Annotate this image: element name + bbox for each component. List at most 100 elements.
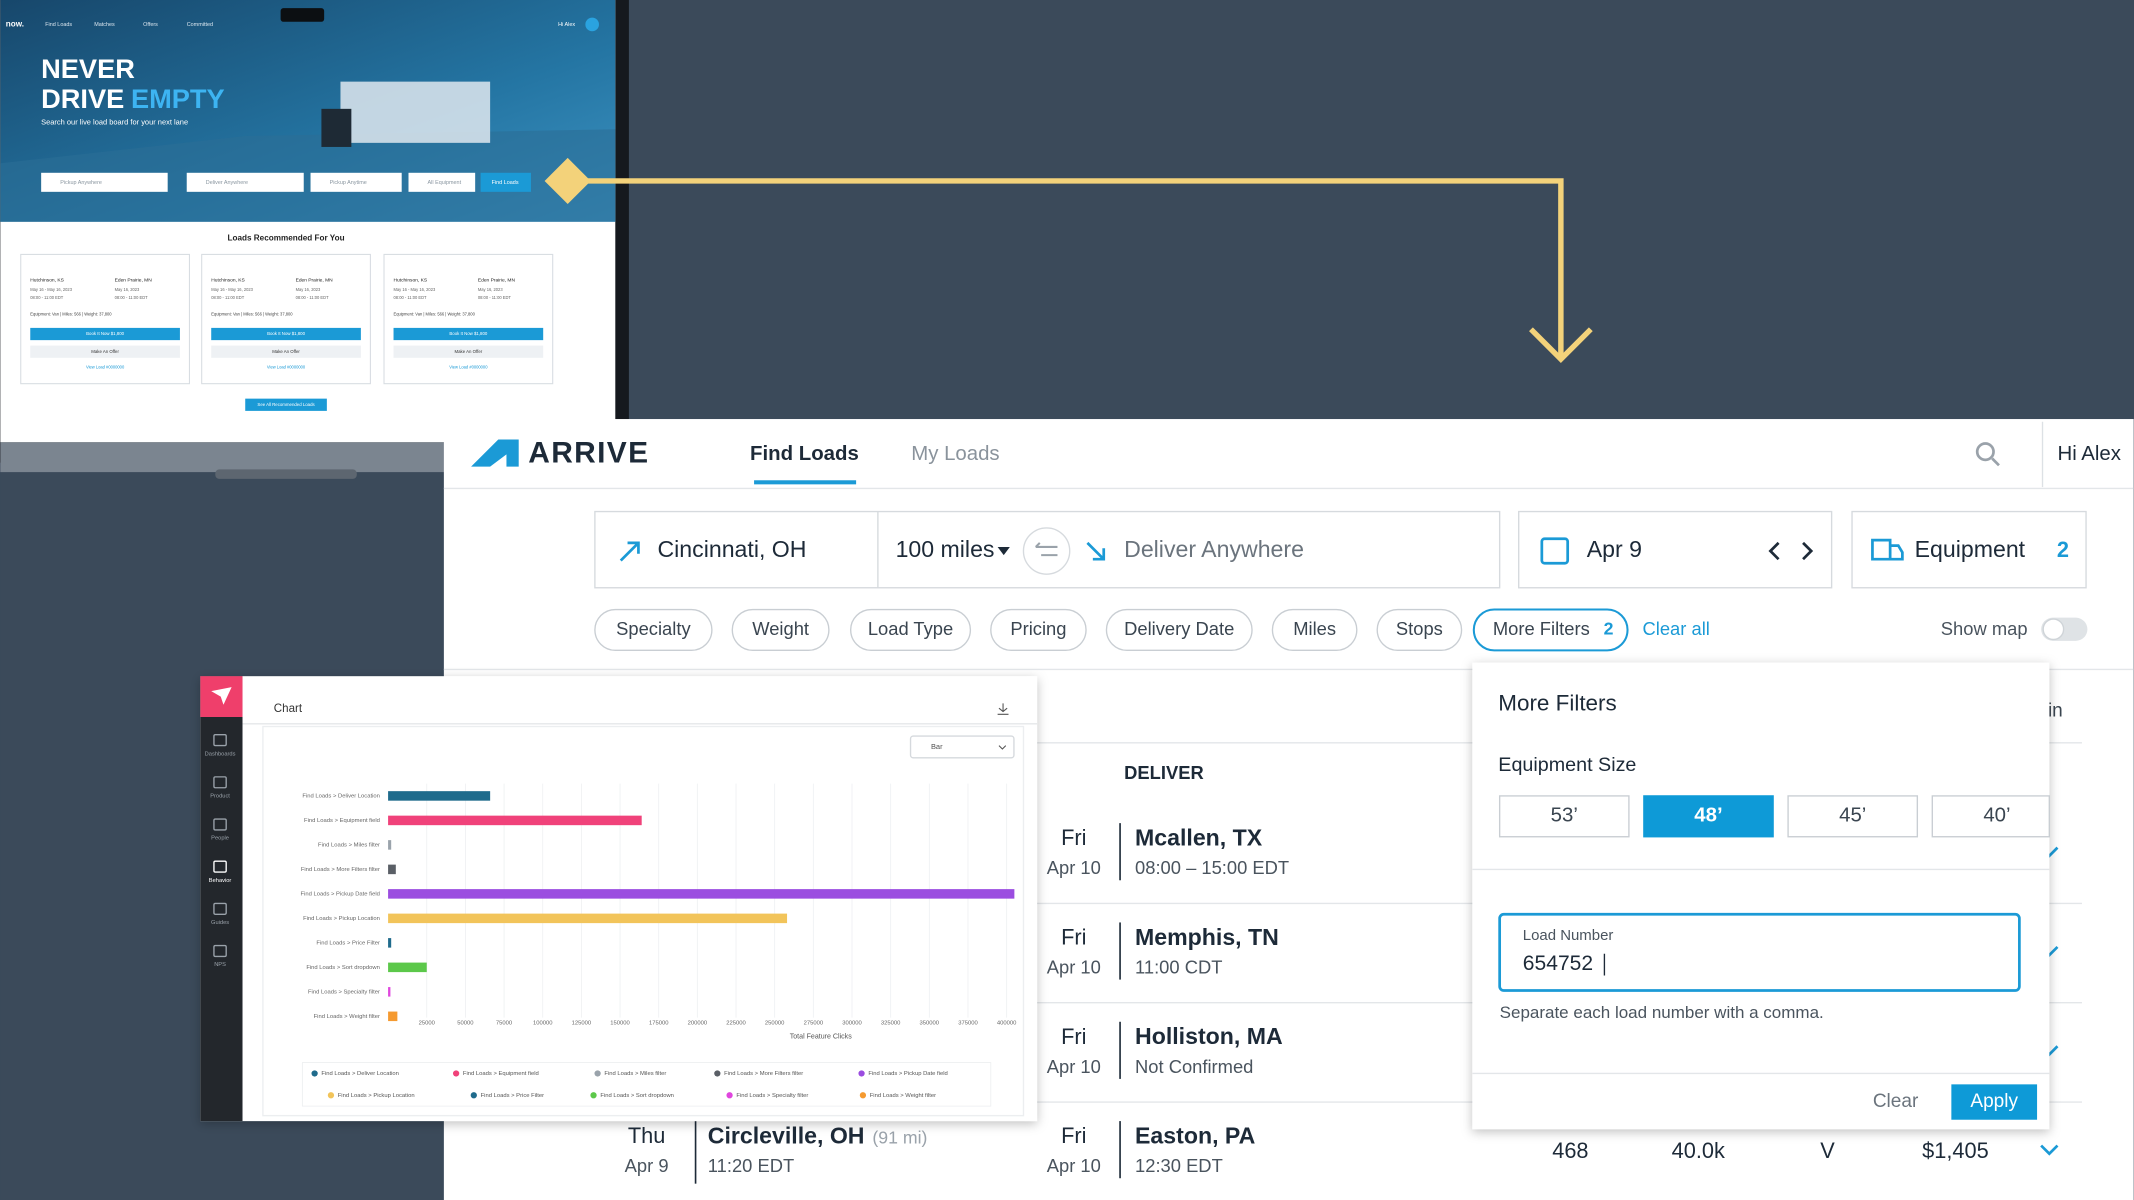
card-details: Equipment: Van | Miles: 566 | Weight: 37… (30, 311, 112, 316)
bar (388, 1011, 398, 1022)
offer-button-text: Make An Offer (272, 349, 300, 354)
search-button[interactable] (480, 172, 531, 192)
card-link: View Load #0000000 (86, 364, 125, 369)
deliver-day: Fri (1061, 925, 1086, 950)
x-axis-title: Total Feature Clicks (790, 1034, 852, 1041)
y-tick-label: Find Loads > Specialty filter (308, 989, 380, 995)
y-tick-label: Find Loads > Price Filter (316, 940, 380, 946)
offer-button[interactable] (30, 345, 180, 358)
filter-pill[interactable] (1105, 608, 1253, 652)
deliver-city: Holliston, MA (1135, 1023, 1283, 1049)
card-dates: May 16 - May 16, 2023 (394, 287, 436, 292)
load-number-input[interactable] (1498, 912, 2021, 992)
filter-pill[interactable] (1271, 608, 1358, 652)
truck-icon (1871, 538, 1904, 561)
panel-title: Chart (274, 703, 303, 715)
legend-swatch (452, 1070, 460, 1077)
offer-button[interactable] (211, 345, 361, 358)
date-next[interactable] (1802, 541, 1814, 561)
origin: Cincinnati, OH (657, 536, 806, 562)
more-filters-pill[interactable] (1472, 608, 1629, 652)
book-button[interactable] (30, 327, 180, 341)
book-button-text: Book It Now $1,800 (267, 331, 305, 336)
swap-icon (1034, 542, 1058, 557)
search-icon-handle (1991, 457, 2000, 467)
sidebar (200, 676, 243, 1122)
nav-item: Committed (187, 22, 213, 28)
size-option-text: 48’ (1694, 805, 1722, 827)
y-tick-label: Find Loads > Equipment field (304, 818, 380, 824)
arrow-diamond (544, 157, 591, 205)
book-button-text: Book It Now $1,800 (86, 331, 124, 336)
legend-label: Find Loads > Pickup Date field (868, 1071, 947, 1077)
filter-pill[interactable] (594, 608, 713, 652)
card-dates: May 16, 2023 (115, 287, 140, 292)
book-button[interactable] (211, 327, 361, 341)
avatar (585, 17, 599, 32)
card-time: 08:00 - 11:00 EDT (296, 295, 330, 300)
input-hint: Separate each load number with a comma. (1500, 1003, 1824, 1022)
date-box[interactable] (1518, 510, 1833, 589)
pickup-city: Circleville, OH (708, 1123, 865, 1149)
bar (388, 962, 427, 973)
legend-swatch (726, 1092, 733, 1099)
filter-pill[interactable] (849, 608, 972, 652)
size-option[interactable] (1498, 795, 1630, 838)
search-field[interactable] (41, 172, 168, 192)
size-option[interactable] (1931, 795, 2050, 838)
filter-pill[interactable] (1376, 608, 1463, 652)
equipment-count: 2 (2057, 537, 2069, 562)
pickup-distance: (91 mi) (872, 1127, 927, 1147)
legend-swatch (590, 1092, 597, 1099)
filter-pill[interactable] (990, 608, 1087, 652)
size-option[interactable] (1643, 795, 1774, 838)
nav-item: Offers (143, 22, 158, 28)
x-tick-label: 375000 (958, 1021, 978, 1027)
x-tick-label: 325000 (881, 1021, 901, 1027)
search-field[interactable] (310, 172, 402, 192)
tab: My Loads (911, 443, 999, 465)
bar (388, 889, 1015, 899)
search-field[interactable] (408, 172, 476, 192)
x-tick-label: 50000 (457, 1021, 474, 1027)
app-ui: ARRIVE Find Loads My Loads Hi Alex Cincinnat… (443, 421, 2134, 1184)
hero-road (0, 129, 616, 222)
row-chevron[interactable] (2040, 1144, 2059, 1156)
filter-pill-text: Weight (752, 618, 809, 639)
search-icon[interactable] (1975, 442, 1995, 462)
tab-active: Find Loads (750, 443, 859, 465)
chart-type-select[interactable] (909, 735, 1015, 759)
x-tick-label: 100000 (533, 1021, 553, 1027)
filter-pill[interactable] (731, 608, 830, 652)
offer-button-text: Make An Offer (455, 349, 483, 354)
see-all-button[interactable] (245, 398, 327, 411)
section-title: Loads Recommended For You (228, 233, 345, 242)
destination-icon (1086, 541, 1106, 561)
nav-label: Guides (211, 920, 229, 926)
x-tick-label: 175000 (649, 1021, 669, 1027)
clear-all: Clear all (1643, 618, 1710, 639)
deliver-day: Fri (1061, 825, 1086, 850)
book-button-text: Book It Now $1,800 (449, 331, 487, 336)
deliver-date: Apr 10 (1047, 857, 1101, 878)
nav-icon (213, 902, 227, 915)
load-card (201, 253, 371, 385)
nav-icon (213, 776, 227, 789)
x-tick-label: 200000 (688, 1021, 708, 1027)
book-button[interactable] (393, 327, 544, 341)
x-tick-label: 125000 (572, 1021, 592, 1027)
deliver-time: Not Confirmed (1135, 1056, 1253, 1077)
swap-button[interactable] (1022, 527, 1071, 575)
card-origin: Hutchinson, KS (30, 278, 64, 284)
search-field[interactable] (186, 172, 304, 192)
legend-label: Find Loads > More Filters filter (724, 1071, 803, 1077)
date-prev[interactable] (1768, 541, 1780, 561)
offer-button[interactable] (393, 345, 544, 358)
x-tick-label: 350000 (920, 1021, 940, 1027)
download-icon[interactable] (997, 703, 1009, 715)
apply-button[interactable] (1951, 1084, 2038, 1120)
search-field-text: Pickup Anywhere (60, 180, 102, 186)
size-option[interactable] (1787, 795, 1919, 838)
y-tick-label: Find Loads > Sort dropdown (306, 965, 380, 971)
filter-pill-text: Stops (1396, 618, 1443, 639)
